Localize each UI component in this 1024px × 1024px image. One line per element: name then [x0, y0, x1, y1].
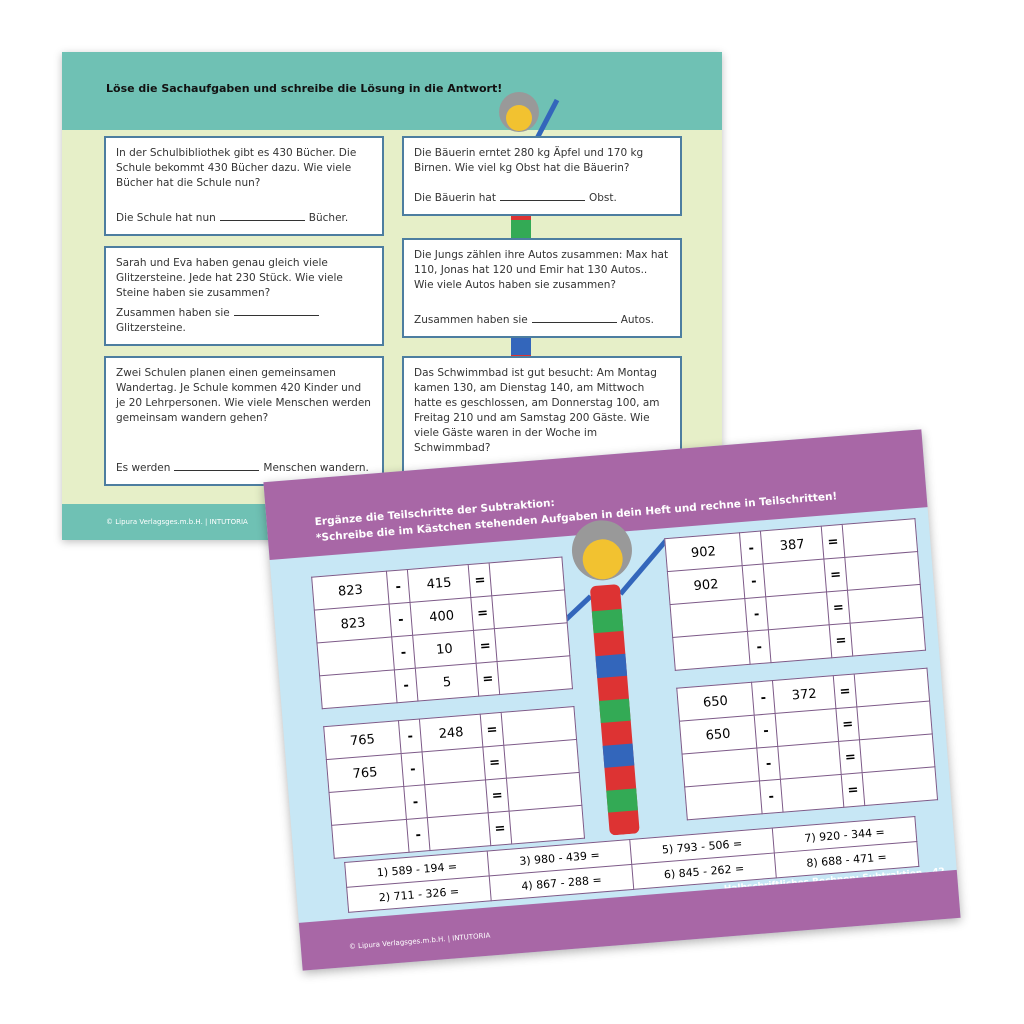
grid-cell: 248	[419, 714, 483, 752]
task-text: Die Bäuerin erntet 280 kg Äpfel und 170 …	[414, 147, 644, 174]
result-cell[interactable]	[862, 766, 938, 806]
character-illustration	[542, 520, 669, 836]
task-card: Die Jungs zählen ihre Autos zusammen: Ma…	[402, 238, 682, 338]
result-cell[interactable]	[850, 617, 926, 657]
answer-line: Die Schule hat nun Bücher.	[116, 212, 349, 224]
answer-blank[interactable]	[219, 220, 305, 221]
grid-cell: =	[485, 778, 510, 813]
grid-cell: =	[833, 673, 857, 709]
grid-cell[interactable]	[763, 559, 827, 597]
task-card: Sarah und Eva haben genau gleich viele G…	[104, 246, 384, 346]
grid-cell: 415	[407, 564, 471, 603]
answer-line: Die Bäuerin hat Obst.	[414, 192, 617, 204]
grid-cell: -	[391, 635, 416, 670]
answer-line: Zusammen haben sieGlitzersteine.	[116, 306, 382, 336]
grid-cell: =	[480, 712, 504, 748]
grid-cell: -	[744, 596, 769, 632]
grid-cell[interactable]	[684, 780, 763, 820]
answer-blank[interactable]	[500, 200, 585, 201]
grid-cell[interactable]	[768, 624, 832, 663]
task-card: Zwei Schulen planen einen gemeinsamen Wa…	[104, 356, 384, 486]
grid-cell: -	[403, 784, 428, 820]
subtraction-grid: 902-387 = 902- = - = - =	[664, 518, 927, 671]
grid-cell[interactable]	[780, 774, 844, 813]
subtraction-grid: 823-415 = 823-400 = -10 = -5 =	[311, 556, 573, 710]
result-cell[interactable]	[509, 805, 585, 845]
grid-cell: -	[754, 713, 778, 749]
copyright: © Lipura Verlagsges.m.b.H. | INTUTORIA	[106, 518, 248, 526]
subtraction-grid: 765-248 = 765- = - = - =	[323, 706, 586, 859]
grid-cell: =	[829, 623, 853, 658]
grid-cell: -	[406, 817, 430, 853]
grid-cell: =	[473, 628, 498, 664]
grid-cell: =	[470, 595, 495, 631]
grid-cell: 10	[412, 630, 477, 669]
grid-cell: =	[835, 706, 860, 742]
subtraction-grid: 650-372 = 650- = - = - =	[676, 667, 939, 821]
grid-cell: -	[389, 602, 413, 637]
grid-cell: -	[739, 531, 764, 566]
worksheet-header: Löse die Sachaufgaben und schreibe die L…	[62, 52, 722, 130]
grid-cell: -	[747, 629, 772, 665]
answer-line: Zusammen haben sie Autos.	[414, 314, 654, 326]
grid-cell: =	[838, 739, 863, 775]
grid-cell[interactable]	[775, 708, 839, 747]
task-text: Sarah und Eva haben genau gleich viele G…	[116, 257, 343, 299]
grid-cell: =	[488, 811, 512, 846]
grid-cell: -	[751, 680, 776, 716]
grid-cell: =	[823, 557, 848, 592]
grid-cell: =	[476, 661, 500, 697]
grid-cell: -	[401, 751, 425, 787]
grid-cell: =	[826, 590, 851, 625]
grid-cell: -	[756, 746, 781, 781]
result-cell[interactable]	[497, 655, 573, 695]
grid-cell: 5	[415, 663, 479, 702]
copyright: © Lipura Verlagsges.m.b.H. | INTUTORIA	[348, 931, 491, 951]
task-text: In der Schulbibliothek gibt es 430 Büche…	[116, 147, 357, 189]
grid-cell: =	[468, 562, 492, 598]
task-text: Das Schwimmbad ist gut besucht: Am Monta…	[414, 367, 660, 454]
grid-cell: 387	[760, 526, 824, 564]
grid-cell: -	[742, 563, 766, 599]
instruction: Löse die Sachaufgaben und schreibe die L…	[106, 82, 503, 95]
worksheet-subtraktion: Ergänze die Teilschritte der Subtraktion…	[263, 429, 961, 971]
answer-blank[interactable]	[174, 470, 260, 471]
grid-cell[interactable]	[422, 747, 486, 785]
grid-cell[interactable]	[765, 591, 830, 630]
task-card: Die Bäuerin erntet 280 kg Äpfel und 170 …	[402, 136, 682, 216]
grid-cell[interactable]	[424, 779, 489, 818]
grid-cell[interactable]	[777, 741, 842, 780]
grid-cell: -	[386, 569, 411, 605]
grid-cell: 372	[772, 675, 836, 714]
answer-blank[interactable]	[233, 315, 319, 316]
grid-cell: =	[841, 772, 865, 808]
task-card: In der Schulbibliothek gibt es 430 Büche…	[104, 136, 384, 236]
grid-cell[interactable]	[331, 819, 410, 859]
answer-line: Es werden Menschen wandern.	[116, 462, 369, 474]
grid-cell: 400	[410, 597, 474, 636]
task-text: Die Jungs zählen ihre Autos zusammen: Ma…	[414, 249, 669, 291]
grid-cell: -	[759, 779, 784, 814]
grid-cell: =	[821, 524, 845, 560]
grid-cell: =	[482, 745, 507, 780]
grid-cell[interactable]	[427, 812, 491, 851]
task-text: Zwei Schulen planen einen gemeinsamen Wa…	[116, 367, 371, 424]
grid-cell[interactable]	[672, 631, 751, 671]
grid-cell[interactable]	[319, 669, 398, 709]
grid-cell: -	[394, 668, 418, 703]
answer-blank[interactable]	[531, 322, 617, 323]
grid-cell: -	[398, 719, 423, 754]
